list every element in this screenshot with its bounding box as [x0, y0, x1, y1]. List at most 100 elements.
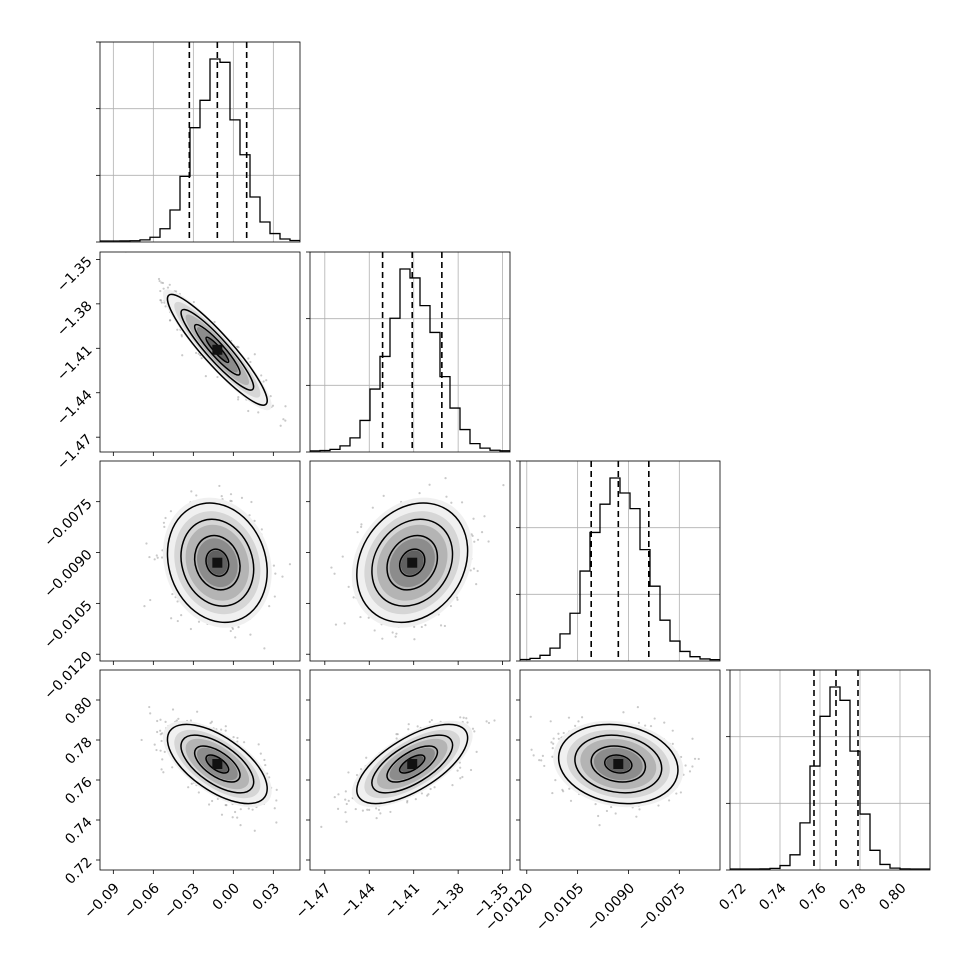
x-tick-label: −0.0105	[533, 880, 587, 934]
scatter-point	[170, 617, 173, 620]
density-contour	[574, 734, 663, 794]
scatter-panel-3-0	[96, 669, 301, 874]
scatter-point	[551, 746, 554, 750]
scatter-point	[231, 816, 234, 819]
scatter-point	[347, 585, 350, 588]
scatter-point	[567, 716, 571, 719]
scatter-point	[257, 411, 260, 414]
panel-frame	[729, 669, 931, 871]
scatter-point	[420, 792, 424, 795]
scatter-point	[247, 409, 250, 413]
scatter-point	[149, 598, 152, 602]
scatter-point	[657, 804, 660, 807]
scatter-point	[543, 764, 546, 768]
scatter-point	[160, 739, 163, 743]
y-tick-label: −1.35	[54, 254, 96, 296]
panel-content	[320, 716, 496, 828]
scatter-point	[264, 763, 267, 767]
x-tick-label: −0.09	[81, 880, 123, 922]
scatter-point	[433, 786, 436, 789]
scatter-point	[160, 281, 163, 284]
y-tick-label: −1.41	[54, 343, 96, 385]
scatter-point	[320, 825, 323, 828]
y-tick-label: 0.72	[62, 854, 95, 887]
scatter-point	[160, 556, 164, 559]
x-tick-label: 0.00	[210, 880, 243, 913]
scatter-point	[538, 758, 541, 762]
scatter-point	[260, 528, 263, 531]
scatter-point	[159, 718, 162, 721]
scatter-point	[195, 351, 198, 355]
scatter-point	[614, 812, 617, 815]
scatter-point	[679, 791, 682, 794]
scatter-point	[274, 572, 277, 575]
y-tick-label: 0.76	[62, 774, 95, 807]
scatter-point	[444, 476, 447, 480]
density-contour	[193, 323, 241, 376]
scatter-point	[333, 796, 336, 799]
panel-background	[520, 461, 720, 661]
scatter-point	[239, 808, 242, 811]
scatter-point	[552, 737, 555, 740]
scatter-point	[562, 790, 565, 793]
scatter-point	[450, 501, 453, 504]
scatter-point	[229, 499, 232, 502]
scatter-point	[159, 299, 162, 302]
scatter-point	[469, 768, 473, 772]
scatter-point	[273, 807, 276, 810]
scatter-point	[159, 299, 163, 302]
scatter-point	[176, 619, 179, 623]
scatter-point	[224, 803, 227, 807]
scatter-point	[153, 743, 156, 746]
density-contour	[180, 308, 255, 391]
scatter-point	[220, 495, 223, 498]
scatter-point	[549, 720, 552, 723]
scatter-point	[691, 737, 694, 740]
scatter-point	[414, 798, 417, 801]
scatter-point	[239, 823, 242, 827]
scatter-point	[237, 398, 240, 401]
scatter-point	[366, 808, 369, 811]
scatter-point	[476, 569, 479, 573]
x-tick-label: −0.03	[161, 880, 203, 922]
scatter-point	[605, 809, 609, 813]
scatter-point	[250, 500, 253, 504]
scatter-point	[233, 810, 237, 814]
scatter-point	[275, 799, 278, 802]
scatter-point	[502, 484, 505, 487]
scatter-point	[356, 531, 359, 534]
scatter-point	[177, 717, 180, 720]
scatter-point	[475, 583, 478, 586]
scatter-point	[288, 563, 292, 566]
scatter-point	[382, 494, 385, 497]
scatter-point	[359, 615, 362, 619]
density-peak	[613, 759, 624, 769]
scatter-point	[156, 556, 159, 559]
scatter-point	[189, 627, 193, 631]
scatter-point	[180, 335, 183, 338]
scatter-point	[371, 506, 374, 509]
scatter-point	[475, 750, 478, 753]
x-tick-label: 0.74	[756, 880, 789, 913]
y-tick-label: −1.47	[54, 432, 96, 474]
scatter-point	[168, 319, 172, 322]
scatter-point	[688, 770, 692, 773]
scatter-point	[594, 803, 597, 806]
scatter-point	[693, 757, 697, 760]
scatter-point	[162, 521, 166, 524]
scatter-point	[395, 737, 398, 740]
scatter-point	[187, 786, 190, 789]
density-contour	[371, 734, 454, 794]
scatter-point	[171, 766, 174, 769]
scatter-point	[232, 735, 235, 739]
scatter-point	[229, 493, 233, 496]
scatter-point	[279, 424, 282, 427]
scatter-point	[268, 776, 271, 779]
scatter-point	[471, 727, 475, 730]
scatter-point	[671, 729, 674, 732]
scatter-point	[224, 725, 227, 728]
scatter-point	[171, 708, 175, 711]
scatter-point	[675, 792, 678, 795]
density-peak	[212, 759, 223, 769]
density-contour	[386, 745, 439, 783]
